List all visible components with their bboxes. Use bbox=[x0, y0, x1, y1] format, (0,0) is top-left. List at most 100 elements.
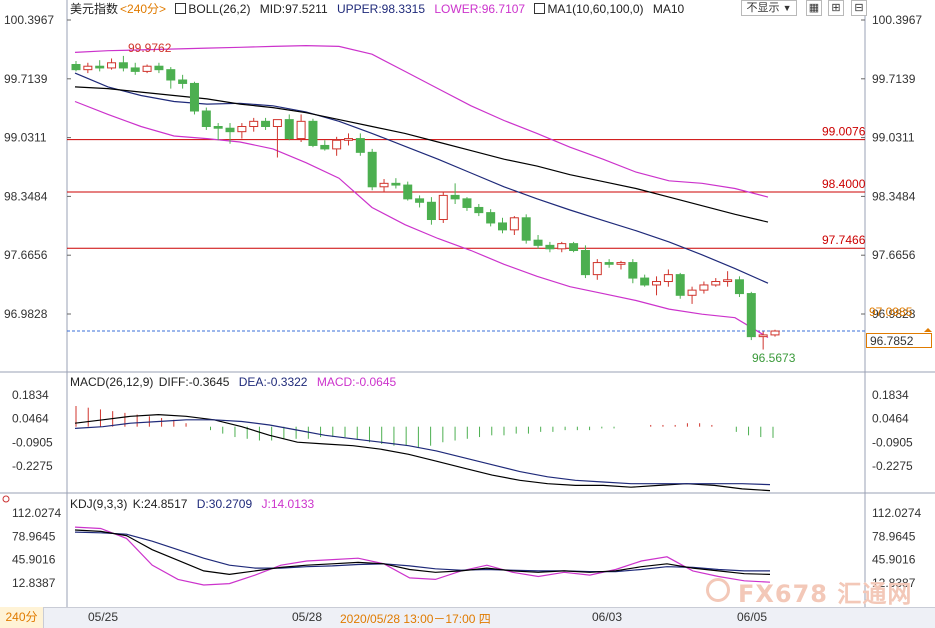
candle-body bbox=[533, 239, 543, 246]
candle-body bbox=[450, 194, 460, 200]
candle-body bbox=[237, 126, 247, 133]
macd-tick-label: -0.2275 bbox=[872, 459, 913, 473]
candle-body bbox=[521, 217, 531, 241]
candle-body bbox=[118, 62, 128, 69]
ma10-label: MA10 bbox=[652, 2, 685, 16]
kdj-j: J:14.0133 bbox=[261, 497, 315, 511]
grid-view-icon[interactable]: ▦ bbox=[806, 0, 822, 16]
boll-lower-line bbox=[74, 100, 769, 339]
candle-body bbox=[746, 293, 756, 338]
boll-mid: MID:97.5211 bbox=[259, 2, 328, 16]
macd-tick-label: 0.0464 bbox=[12, 412, 49, 426]
kdj-tick-label: 45.9016 bbox=[872, 553, 916, 567]
macd-dea-line bbox=[74, 419, 771, 486]
macd-value: MACD:-0.0645 bbox=[316, 375, 397, 389]
x-label-0605: 06/05 bbox=[737, 610, 768, 624]
candle-body bbox=[320, 144, 330, 150]
y-tick-label: 97.6656 bbox=[872, 248, 916, 262]
candle-body bbox=[71, 63, 81, 71]
candle-body bbox=[213, 126, 223, 129]
candle-body bbox=[770, 330, 780, 336]
candle-body bbox=[486, 212, 496, 224]
period-tab[interactable]: 240分 bbox=[0, 607, 44, 628]
candle-body bbox=[711, 281, 721, 286]
low-label: 96.5673 bbox=[752, 351, 796, 365]
x-label-0525: 05/25 bbox=[88, 610, 119, 624]
candle-body bbox=[675, 274, 685, 296]
boll-mid-line bbox=[74, 72, 769, 284]
kdj-tick-label: 78.9645 bbox=[12, 529, 56, 543]
macd-tick-label: -0.0905 bbox=[12, 435, 53, 449]
y-tick-label: 99.7139 bbox=[4, 72, 48, 86]
indicator-dropdown[interactable]: 不显示 ▼ bbox=[741, 0, 797, 16]
settings-icon[interactable]: ⊟ bbox=[851, 0, 867, 16]
chevron-down-icon: ▼ bbox=[782, 3, 792, 13]
add-indicator-icon[interactable]: ⊞ bbox=[828, 0, 844, 16]
macd-legend: MACD(26,12,9) DIFF:-0.3645 DEA:-0.3322 M… bbox=[70, 374, 402, 390]
candle-body bbox=[734, 279, 744, 295]
boll-label: BOLL(26,2) bbox=[188, 2, 251, 16]
h-line-label: 99.0076 bbox=[822, 125, 866, 139]
h-line-label: 97.7466 bbox=[822, 233, 866, 247]
hide-label: 不显示 bbox=[746, 2, 780, 14]
macd-tick-label: 0.1834 bbox=[12, 388, 49, 402]
y-tick-label: 99.0311 bbox=[872, 131, 915, 145]
up-arrow-icon bbox=[924, 328, 932, 332]
candle-body bbox=[391, 182, 401, 186]
macd-label: MACD(26,12,9) bbox=[70, 375, 154, 389]
candle-body bbox=[142, 65, 152, 72]
candle-body bbox=[545, 244, 555, 250]
kdj-d-line bbox=[74, 531, 770, 573]
crosshair-time: 2020/05/28 13:00－17:00 四 bbox=[340, 612, 491, 626]
candle-body bbox=[652, 281, 662, 286]
y-tick-label: 98.3484 bbox=[872, 189, 916, 203]
candle-body bbox=[640, 277, 650, 286]
y-tick-label: 97.6656 bbox=[4, 248, 48, 262]
kdj-tick-label: 112.0274 bbox=[872, 506, 921, 520]
kdj-tick-label: 12.8387 bbox=[872, 576, 916, 590]
candle-body bbox=[201, 110, 211, 128]
y-tick-label: 98.3484 bbox=[4, 189, 48, 203]
candle-body bbox=[154, 65, 164, 71]
macd-tick-label: 0.1834 bbox=[872, 388, 909, 402]
kdj-tick-label: 112.0274 bbox=[12, 506, 61, 520]
x-label-0528: 05/28 bbox=[292, 610, 323, 624]
candle-body bbox=[557, 243, 567, 250]
y-tick-label: 100.3967 bbox=[872, 13, 922, 27]
candle-body bbox=[699, 284, 709, 291]
ma-icon bbox=[534, 3, 546, 14]
symbol-name: 美元指数 bbox=[70, 2, 119, 16]
crosshair-icon bbox=[2, 495, 10, 503]
kdj-k: K:24.8517 bbox=[132, 497, 188, 511]
candle-body bbox=[426, 201, 436, 221]
ma-label: MA1(10,60,100,0) bbox=[547, 2, 644, 16]
candle-body bbox=[628, 262, 638, 279]
x-label-0603: 06/03 bbox=[592, 610, 623, 624]
main-legend: 美元指数 <240分> BOLL(26,2) MID:97.5211 UPPER:… bbox=[70, 1, 690, 17]
macd-diff-line bbox=[74, 413, 771, 492]
boll-upper: UPPER:98.3315 bbox=[336, 2, 426, 16]
y-tick-label: 100.3967 bbox=[4, 13, 54, 27]
candle-body bbox=[663, 274, 673, 283]
candle-body bbox=[272, 119, 282, 128]
candle-body bbox=[249, 120, 259, 128]
candle-body bbox=[178, 79, 188, 84]
kdj-d: D:30.2709 bbox=[196, 497, 253, 511]
high-label: 99.9762 bbox=[128, 41, 172, 55]
kdj-j-line bbox=[74, 526, 771, 586]
candle-body bbox=[498, 222, 508, 231]
watermark: FX678 汇通网 bbox=[738, 580, 913, 608]
kdj-tick-label: 78.9645 bbox=[872, 529, 916, 543]
candle-body bbox=[509, 217, 519, 231]
candle-body bbox=[723, 279, 733, 283]
candle-body bbox=[332, 139, 342, 150]
candle-body bbox=[107, 62, 117, 69]
y-tick-label: 96.9828 bbox=[4, 307, 48, 321]
h-line-label: 98.4000 bbox=[822, 177, 866, 191]
period-label: <240分> bbox=[120, 2, 167, 16]
macd-tick-label: 0.0464 bbox=[872, 412, 909, 426]
y-tick-label: 99.0311 bbox=[4, 131, 47, 145]
candle-body bbox=[403, 184, 413, 200]
candle-body bbox=[367, 151, 377, 188]
